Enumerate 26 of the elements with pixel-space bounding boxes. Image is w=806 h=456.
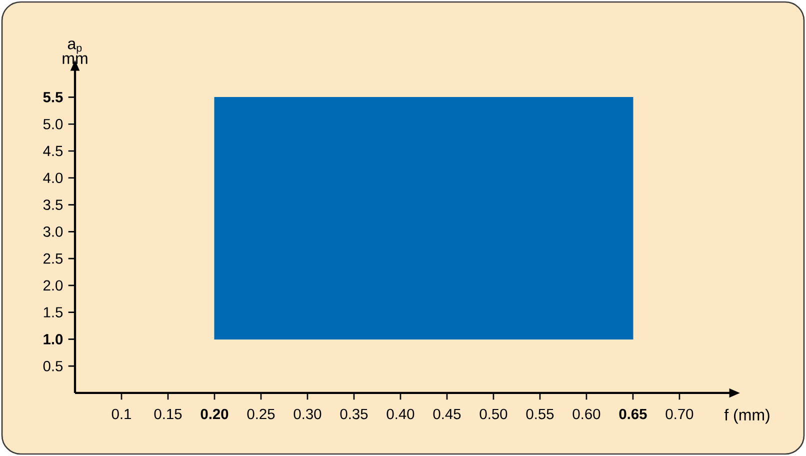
x-tick-label: 0.1 <box>112 408 131 420</box>
y-tick-label: 4.5 <box>43 146 63 156</box>
x-tick-label: 0.60 <box>572 408 600 420</box>
y-tick-label: 0.5 <box>43 360 63 372</box>
y-tick-label: 5.0 <box>43 118 63 130</box>
y-axis-title: a$_{p}$ mm <box>62 40 88 64</box>
y-tick-label: 2.0 <box>44 280 63 291</box>
x-tick-label: 0.70 <box>666 408 694 420</box>
x-tick-label: 0.50 <box>480 408 508 420</box>
y-tick-label: 4.0 <box>43 172 63 184</box>
x-axis-title: f (mm) <box>724 408 770 424</box>
x-tick-label: 0.40 <box>386 408 414 420</box>
y-tick-label: 1.5 <box>44 307 63 318</box>
y-tick-label: 2.5 <box>44 253 63 264</box>
y-tick-label: 3.5 <box>43 200 63 210</box>
x-tick-label: 0.30 <box>294 408 322 420</box>
y-tick-label: 3.0 <box>43 226 63 237</box>
y-tick-label: 1.0 <box>44 334 63 344</box>
x-tick-label: 0.45 <box>433 408 461 420</box>
x-tick-label: 0.25 <box>247 408 275 420</box>
x-tick-label: 0.15 <box>154 408 182 420</box>
x-tick-label: 0.65 <box>619 408 647 420</box>
x-tick-label: 0.35 <box>340 408 368 420</box>
x-tick-label: 0.20 <box>200 408 228 420</box>
y-tick-label: 5.5 <box>43 92 63 102</box>
x-tick-label: 0.55 <box>526 408 554 420</box>
